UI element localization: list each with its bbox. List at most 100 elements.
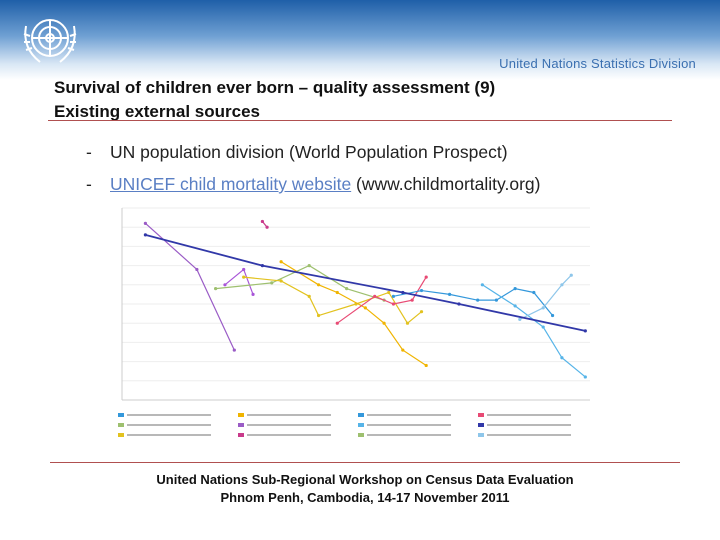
- data-point-4-5: [387, 290, 391, 295]
- data-point-3-2: [307, 264, 311, 268]
- series-line-9: [519, 274, 572, 320]
- data-point-7-1: [419, 288, 424, 293]
- data-point-4-3: [316, 313, 321, 318]
- data-point-5-6: [424, 363, 428, 368]
- data-point-1-0: [223, 283, 227, 287]
- footer-line1: United Nations Sub-Regional Workshop on …: [156, 472, 574, 487]
- data-point-6-0: [335, 321, 339, 325]
- legend-entry-7: [487, 424, 571, 426]
- data-point-4-1: [279, 279, 283, 283]
- bullet-text: UN population division (World Population…: [110, 142, 508, 162]
- data-point-10-3: [457, 302, 461, 306]
- data-point-5-0: [279, 260, 283, 264]
- data-point-5-4: [382, 321, 386, 325]
- data-point-2-1: [265, 225, 269, 229]
- bullet-list: - UN population division (World Populati…: [86, 142, 540, 206]
- slide-title: Survival of children ever born – quality…: [54, 76, 495, 124]
- data-point-10-2: [401, 290, 405, 295]
- legend-swatch-1: [238, 413, 244, 417]
- data-point-4-6: [405, 321, 410, 325]
- data-point-7-2: [448, 292, 452, 296]
- data-point-8-2: [541, 325, 545, 329]
- bullet-suffix: (www.childmortality.org): [351, 174, 541, 194]
- chart-frame: [108, 200, 598, 445]
- legend-entry-6: [367, 424, 451, 426]
- data-point-1-2: [251, 292, 255, 296]
- legend-swatch-11: [478, 433, 484, 437]
- data-point-5-1: [316, 283, 321, 287]
- legend-swatch-2: [358, 413, 364, 417]
- data-point-4-0: [242, 275, 246, 279]
- data-point-3-0: [214, 287, 218, 291]
- data-point-9-1: [541, 306, 545, 310]
- data-point-6-1: [373, 294, 377, 298]
- legend-entry-0: [127, 414, 211, 416]
- data-point-6-3: [410, 298, 414, 302]
- data-point-7-5: [513, 287, 517, 291]
- data-point-10-4: [583, 329, 587, 333]
- header-band: [0, 0, 720, 80]
- footer-line2: Phnom Penh, Cambodia, 14-17 November 201…: [220, 490, 510, 505]
- bullet-item-unicef: - UNICEF child mortality website (www.ch…: [86, 174, 540, 206]
- legend-entry-1: [247, 414, 331, 416]
- series-line-4: [243, 276, 422, 325]
- data-point-0-1: [195, 267, 199, 272]
- data-point-4-7: [419, 310, 424, 314]
- legend-entry-11: [487, 434, 571, 436]
- data-point-4-2: [307, 294, 311, 298]
- data-point-7-6: [532, 290, 536, 295]
- legend-swatch-4: [118, 423, 124, 427]
- data-point-5-5: [401, 348, 405, 352]
- chart-legend: [118, 413, 571, 437]
- data-point-7-4: [494, 298, 498, 302]
- title-divider: [48, 120, 672, 121]
- data-point-8-4: [583, 375, 587, 379]
- bullet-dash: -: [86, 174, 92, 194]
- legend-entry-9: [247, 434, 331, 436]
- child-mortality-chart: [108, 200, 598, 445]
- bullet-item-un-population: - UN population division (World Populati…: [86, 142, 540, 174]
- un-emblem-icon: [23, 19, 77, 63]
- data-point-8-0: [480, 283, 484, 287]
- data-point-5-3: [363, 306, 367, 310]
- legend-swatch-10: [358, 433, 364, 437]
- legend-swatch-8: [118, 433, 124, 437]
- unicef-link[interactable]: UNICEF child mortality website: [110, 174, 352, 194]
- organization-name: United Nations Statistics Division: [499, 56, 696, 71]
- data-point-0-0: [143, 221, 147, 225]
- data-point-6-4: [424, 275, 428, 279]
- data-point-7-7: [550, 313, 555, 318]
- legend-entry-3: [487, 414, 571, 416]
- legend-swatch-3: [478, 413, 484, 417]
- legend-swatch-7: [478, 423, 484, 427]
- series-line-7: [393, 288, 554, 316]
- data-point-8-1: [513, 304, 517, 308]
- data-point-3-1: [270, 281, 274, 285]
- data-point-5-2: [335, 290, 339, 295]
- slide-title-line2: Existing external sources: [54, 102, 260, 121]
- legend-entry-4: [127, 424, 211, 426]
- legend-entry-5: [247, 424, 331, 426]
- legend-entry-10: [367, 434, 451, 436]
- data-point-9-3: [569, 273, 573, 277]
- data-point-7-0: [391, 294, 396, 298]
- data-point-10-1: [260, 264, 264, 268]
- data-point-9-2: [560, 283, 564, 287]
- data-point-10-0: [143, 233, 147, 237]
- legend-swatch-5: [238, 423, 244, 427]
- bullet-dash: -: [86, 142, 92, 162]
- legend-swatch-6: [358, 423, 364, 427]
- slide-title-line1: Survival of children ever born – quality…: [54, 78, 496, 97]
- data-point-6-2: [391, 302, 396, 306]
- footer-divider: [50, 462, 680, 463]
- data-point-9-0: [518, 317, 522, 321]
- legend-entry-2: [367, 414, 451, 416]
- data-point-7-3: [476, 298, 480, 302]
- data-point-2-0: [260, 219, 264, 224]
- chart-plot-area: [143, 219, 587, 379]
- data-point-0-2: [232, 348, 236, 352]
- legend-swatch-0: [118, 413, 124, 417]
- legend-entry-8: [127, 434, 211, 436]
- data-point-8-3: [560, 356, 564, 360]
- data-point-3-3: [345, 287, 349, 291]
